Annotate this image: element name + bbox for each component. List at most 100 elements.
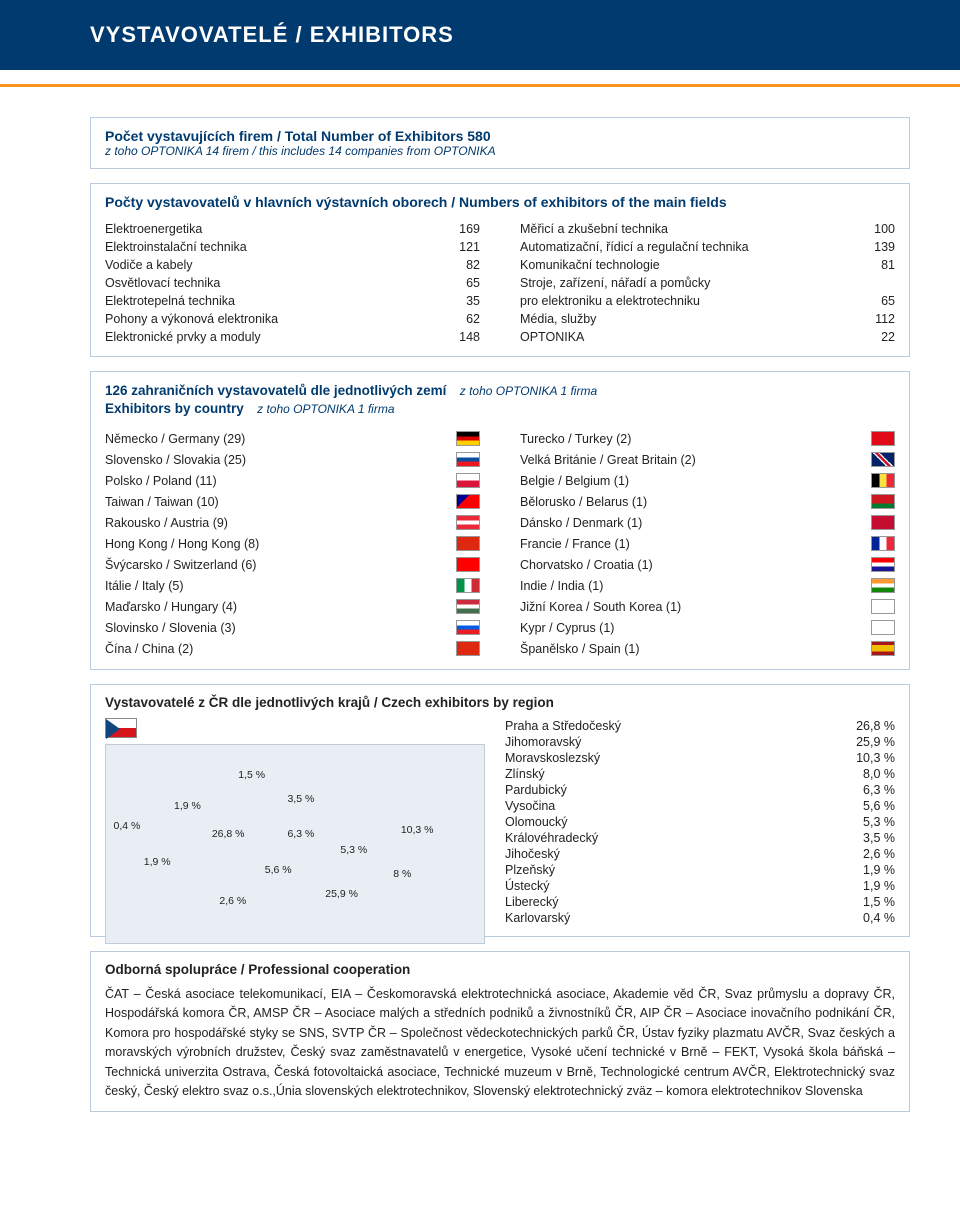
flag-icon — [871, 473, 895, 488]
field-label: Stroje, zařízení, nářadí a pomůcky — [520, 276, 710, 290]
region-row: Olomoucký 5,3 % — [505, 814, 895, 830]
flag-icon — [871, 494, 895, 509]
field-row: Vodiče a kabely 82 — [105, 256, 480, 274]
country-row: Slovensko / Slovakia (25) — [105, 449, 480, 470]
czech-map: 0,4 %1,9 %1,5 %3,5 %26,8 %6,3 %1,9 %5,6 … — [105, 744, 485, 944]
region-value: 1,5 % — [863, 895, 895, 909]
country-label: Rakousko / Austria (9) — [105, 516, 228, 530]
fields-left-col: Elektroenergetika169Elektroinstalační te… — [105, 220, 480, 346]
region-row: Karlovarský0,4 % — [505, 910, 895, 926]
flag-icon — [871, 641, 895, 656]
country-row: Německo / Germany (29) — [105, 428, 480, 449]
field-value: 100 — [874, 222, 895, 236]
fields-right-col: Měřicí a zkušební technika100 Automatizač… — [520, 220, 895, 346]
region-row: Vysočina5,6 % — [505, 798, 895, 814]
country-label: Hong Kong / Hong Kong (8) — [105, 537, 259, 551]
region-value: 5,3 % — [863, 815, 895, 829]
country-row: Turecko / Turkey (2) — [520, 428, 895, 449]
cooperation-title: Odborná spolupráce / Professional cooper… — [105, 962, 895, 977]
field-label: Elektronické prvky a moduly — [105, 330, 261, 344]
country-row: Francie / France (1) — [520, 533, 895, 554]
region-row: Královéhradecký3,5 % — [505, 830, 895, 846]
field-label: Pohony a výkonová elektronika — [105, 312, 278, 326]
field-row: Elektroinstalační technika121 — [105, 238, 480, 256]
flag-icon — [456, 620, 480, 635]
flag-icon — [871, 536, 895, 551]
map-percent-label: 0,4 % — [114, 820, 141, 832]
region-value: 25,9 % — [856, 735, 895, 749]
region-label: Karlovarský — [505, 911, 570, 925]
country-label: Velká Británie / Great Britain (2) — [520, 453, 696, 467]
flag-icon — [871, 620, 895, 635]
region-label: Olomoucký — [505, 815, 568, 829]
field-row: Elektrotepelná technika35 — [105, 292, 480, 310]
country-label: Slovensko / Slovakia (25) — [105, 453, 246, 467]
country-label: Itálie / Italy (5) — [105, 579, 184, 593]
country-label: Francie / France (1) — [520, 537, 630, 551]
flag-icon — [871, 452, 895, 467]
map-percent-label: 25,9 % — [325, 888, 358, 900]
total-exhibitors-sub: z toho OPTONIKA 14 firem / this includes… — [105, 144, 895, 158]
region-label: Jihomoravský — [505, 735, 581, 749]
field-value: 62 — [466, 312, 480, 326]
field-row: Měřicí a zkušební technika100 — [520, 220, 895, 238]
field-label: pro elektroniku a elektrotechniku — [520, 294, 700, 308]
country-row: Dánsko / Denmark (1) — [520, 512, 895, 533]
field-row: Automatizační, řídicí a regulační techni… — [520, 238, 895, 256]
regions-box: Vystavovatelé z ČR dle jednotlivých kraj… — [90, 684, 910, 937]
region-label: Liberecký — [505, 895, 559, 909]
field-row: Média, služby112 — [520, 310, 895, 328]
region-row: Jihočeský2,6 % — [505, 846, 895, 862]
map-percent-label: 1,9 % — [174, 800, 201, 812]
country-label: Švýcarsko / Switzerland (6) — [105, 558, 256, 572]
region-row: Liberecký 1,5 % — [505, 894, 895, 910]
region-row: Ústecký 1,9 % — [505, 878, 895, 894]
map-percent-label: 6,3 % — [287, 828, 314, 840]
field-value: 82 — [466, 258, 480, 272]
field-value: 81 — [881, 258, 895, 272]
map-percent-label: 10,3 % — [401, 824, 434, 836]
country-label: Belgie / Belgium (1) — [520, 474, 629, 488]
region-value: 1,9 % — [863, 879, 895, 893]
field-label: Vodiče a kabely — [105, 258, 193, 272]
field-label: Média, služby — [520, 312, 596, 326]
czech-flag-icon — [105, 718, 137, 738]
region-label: Moravskoslezský — [505, 751, 600, 765]
country-row: Belgie / Belgium (1) — [520, 470, 895, 491]
total-exhibitors-box: Počet vystavujících firem / Total Number… — [90, 117, 910, 169]
region-label: Zlínský — [505, 767, 545, 781]
field-value: 169 — [459, 222, 480, 236]
field-row: OPTONIKA22 — [520, 328, 895, 346]
map-percent-label: 5,3 % — [340, 844, 367, 856]
country-row: Hong Kong / Hong Kong (8) — [105, 533, 480, 554]
flag-icon — [871, 578, 895, 593]
page-header: VYSTAVOVATELÉ / EXHIBITORS — [0, 0, 960, 70]
region-row: Praha a Středočeský26,8 % — [505, 718, 895, 734]
field-label: Komunikační technologie — [520, 258, 660, 272]
country-row: Jižní Korea / South Korea (1) — [520, 596, 895, 617]
field-value: 65 — [466, 276, 480, 290]
country-row: Španělsko / Spain (1) — [520, 638, 895, 659]
flag-icon — [871, 599, 895, 614]
field-value: 35 — [466, 294, 480, 308]
field-row: Elektronické prvky a moduly148 — [105, 328, 480, 346]
map-percent-label: 3,5 % — [287, 793, 314, 805]
fields-box: Počty vystavovatelů v hlavních výstavníc… — [90, 183, 910, 357]
flag-icon — [456, 494, 480, 509]
cooperation-text: ČAT – Česká asociace telekomunikací, EIA… — [105, 985, 895, 1101]
flag-icon — [456, 452, 480, 467]
country-row: Taiwan / Taiwan (10) — [105, 491, 480, 512]
region-value: 3,5 % — [863, 831, 895, 845]
region-value: 10,3 % — [856, 751, 895, 765]
region-row: Pardubický6,3 % — [505, 782, 895, 798]
field-row: Elektroenergetika169 — [105, 220, 480, 238]
map-percent-label: 5,6 % — [265, 864, 292, 876]
region-label: Ústecký — [505, 879, 549, 893]
country-row: Slovinsko / Slovenia (3) — [105, 617, 480, 638]
country-row: Rakousko / Austria (9) — [105, 512, 480, 533]
field-label: Automatizační, řídicí a regulační techni… — [520, 240, 749, 254]
field-value: 22 — [881, 330, 895, 344]
country-label: Kypr / Cyprus (1) — [520, 621, 614, 635]
region-label: Praha a Středočeský — [505, 719, 621, 733]
field-row: pro elektroniku a elektrotechniku65 — [520, 292, 895, 310]
